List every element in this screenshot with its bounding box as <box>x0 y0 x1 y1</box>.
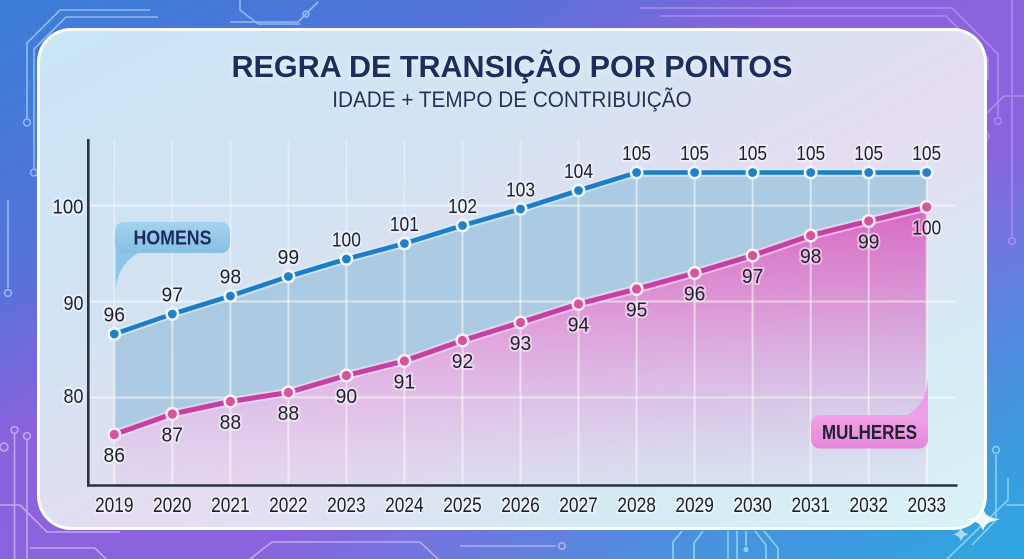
svg-text:2025: 2025 <box>443 494 482 517</box>
svg-text:97: 97 <box>742 266 764 288</box>
svg-text:98: 98 <box>220 266 242 288</box>
svg-text:2019: 2019 <box>95 494 134 517</box>
svg-text:101: 101 <box>390 214 419 236</box>
svg-text:2024: 2024 <box>385 494 424 517</box>
svg-text:96: 96 <box>104 304 126 326</box>
svg-text:2033: 2033 <box>907 494 946 517</box>
svg-text:105: 105 <box>622 143 651 165</box>
svg-text:100: 100 <box>912 217 941 239</box>
svg-text:96: 96 <box>684 283 706 305</box>
svg-text:99: 99 <box>858 231 880 253</box>
svg-text:2028: 2028 <box>617 494 656 517</box>
svg-text:99: 99 <box>278 247 300 269</box>
svg-text:2030: 2030 <box>733 494 772 517</box>
svg-text:2031: 2031 <box>791 494 830 517</box>
svg-text:105: 105 <box>796 143 825 165</box>
svg-text:2032: 2032 <box>849 494 888 517</box>
svg-text:102: 102 <box>448 196 477 218</box>
svg-text:88: 88 <box>278 403 300 425</box>
svg-text:90: 90 <box>336 386 358 408</box>
svg-text:88: 88 <box>220 412 242 434</box>
svg-text:97: 97 <box>162 284 184 306</box>
svg-text:100: 100 <box>53 197 84 219</box>
svg-text:93: 93 <box>510 333 532 355</box>
svg-text:91: 91 <box>394 371 416 393</box>
svg-text:2021: 2021 <box>211 494 250 517</box>
svg-text:90: 90 <box>64 293 84 315</box>
svg-text:86: 86 <box>104 445 126 467</box>
svg-text:80: 80 <box>64 386 84 408</box>
svg-text:95: 95 <box>626 299 648 321</box>
svg-text:105: 105 <box>912 143 941 165</box>
svg-text:2029: 2029 <box>675 494 714 517</box>
svg-text:104: 104 <box>564 161 593 183</box>
svg-text:2022: 2022 <box>269 494 308 517</box>
svg-text:MULHERES: MULHERES <box>822 422 917 444</box>
svg-text:HOMENS: HOMENS <box>134 228 212 250</box>
svg-text:105: 105 <box>854 143 883 165</box>
svg-text:105: 105 <box>680 143 709 165</box>
svg-text:2026: 2026 <box>501 494 540 517</box>
svg-text:98: 98 <box>800 246 822 268</box>
svg-text:92: 92 <box>452 351 474 373</box>
svg-text:100: 100 <box>332 229 361 251</box>
svg-text:2023: 2023 <box>327 494 366 517</box>
svg-text:103: 103 <box>506 179 535 201</box>
svg-text:2020: 2020 <box>153 494 192 517</box>
svg-text:94: 94 <box>568 314 590 336</box>
svg-text:2027: 2027 <box>559 494 598 517</box>
svg-text:105: 105 <box>738 143 767 165</box>
svg-text:87: 87 <box>162 424 184 446</box>
